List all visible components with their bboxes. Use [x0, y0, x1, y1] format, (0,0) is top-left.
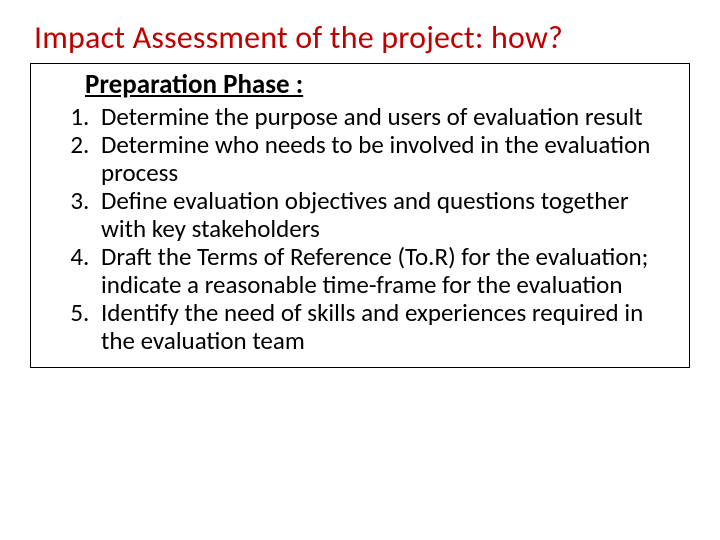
list-item: Determine who needs to be involved in th…	[95, 131, 671, 187]
list-item: Draft the Terms of Reference (To.R) for …	[95, 243, 671, 299]
list-item: Define evaluation objectives and questio…	[95, 187, 671, 243]
content-box: Preparation Phase : Determine the purpos…	[30, 63, 690, 368]
steps-list: Determine the purpose and users of evalu…	[49, 103, 671, 355]
list-item: Identify the need of skills and experien…	[95, 299, 671, 355]
slide: Impact Assessment of the project: how? P…	[0, 0, 720, 540]
phase-heading: Preparation Phase :	[85, 68, 671, 101]
slide-title: Impact Assessment of the project: how?	[34, 18, 690, 57]
list-item: Determine the purpose and users of evalu…	[95, 103, 671, 131]
